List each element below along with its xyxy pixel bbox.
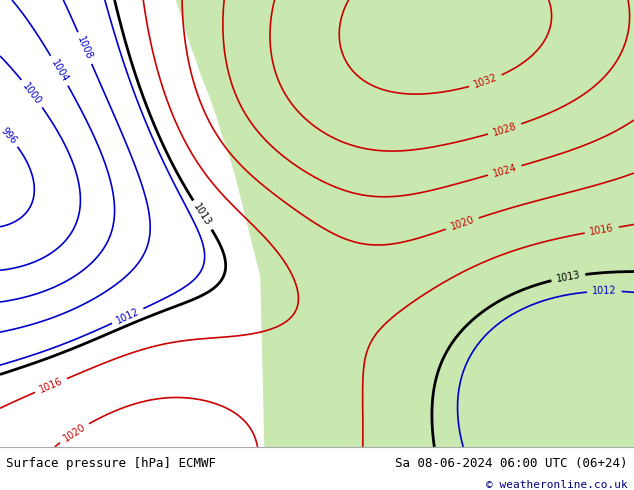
- Text: Surface pressure [hPa] ECMWF: Surface pressure [hPa] ECMWF: [6, 457, 216, 470]
- Text: 1013: 1013: [555, 270, 581, 284]
- Text: 1012: 1012: [592, 286, 617, 296]
- Text: 1032: 1032: [472, 73, 499, 90]
- Text: 1028: 1028: [491, 121, 518, 138]
- Text: 1020: 1020: [61, 422, 87, 443]
- Text: 1012: 1012: [115, 306, 141, 326]
- Text: 1020: 1020: [449, 215, 476, 232]
- Text: 1008: 1008: [75, 35, 94, 61]
- Text: 1024: 1024: [491, 162, 518, 178]
- Text: 1004: 1004: [49, 57, 70, 84]
- Text: 1000: 1000: [21, 81, 44, 106]
- Text: © weatheronline.co.uk: © weatheronline.co.uk: [486, 480, 628, 490]
- Polygon shape: [175, 0, 634, 447]
- Text: 1016: 1016: [37, 376, 64, 395]
- Text: 1016: 1016: [589, 223, 615, 237]
- Text: 996: 996: [0, 125, 18, 146]
- Text: Sa 08-06-2024 06:00 UTC (06+24): Sa 08-06-2024 06:00 UTC (06+24): [395, 457, 628, 470]
- Text: 1013: 1013: [191, 202, 213, 228]
